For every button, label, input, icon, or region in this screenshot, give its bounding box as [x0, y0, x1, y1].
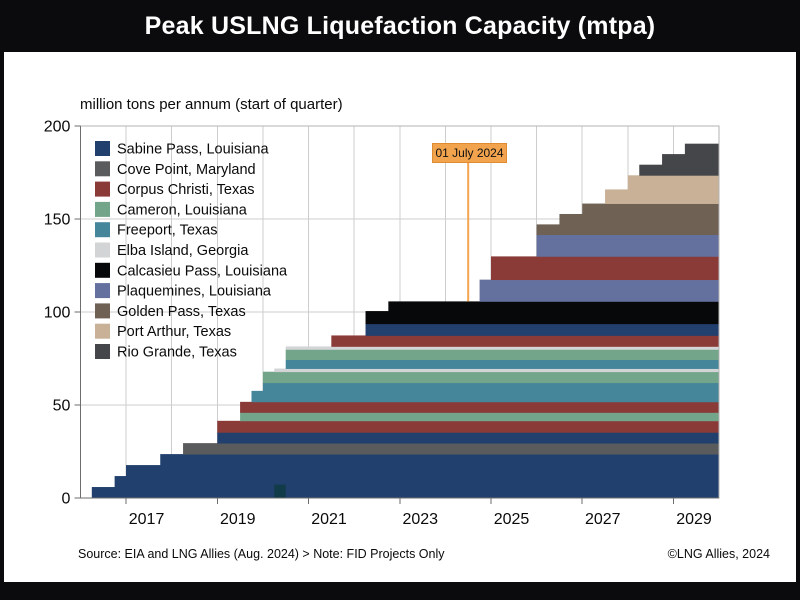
- x-tick-label: 2021: [311, 511, 347, 528]
- legend-swatch-golden-pass-texas: [95, 303, 110, 319]
- x-tick-label: 2025: [494, 511, 530, 528]
- capacity-band-sabine-pass-louisiana-train-4: [160, 454, 720, 466]
- legend-swatch-sabine-pass-louisiana: [95, 141, 110, 156]
- capacity-band-golden-pass-texas-train-2: [559, 213, 720, 225]
- capacity-band-plaquemines-louisiana-phase-2: [536, 234, 720, 257]
- y-tick-label: 0: [61, 491, 70, 508]
- capacity-band-sabine-pass-louisiana-train-2: [114, 476, 720, 488]
- page-title: Peak USLNG Liquefaction Capacity (mtpa): [144, 11, 656, 40]
- legend-label-cameron-louisiana: Cameron, Louisiana: [117, 202, 248, 218]
- x-tick-label: 2023: [402, 511, 438, 528]
- legend-swatch-port-arthur-texas: [95, 323, 110, 339]
- legend-swatch-cameron-louisiana: [95, 201, 110, 217]
- capacity-band-freeport-texas-train-3: [285, 359, 720, 369]
- legend-swatch-calcasieu-pass-louisiana: [95, 262, 110, 278]
- legend-swatch-cove-point-maryland: [95, 161, 110, 177]
- capacity-band-sabine-pass-louisiana-train-1: [91, 487, 720, 499]
- capacity-band-port-arthur-texas-train-1: [605, 189, 720, 204]
- capacity-band-sabine-pass-louisiana-train-3: [126, 465, 720, 477]
- legend-swatch-elba-island-georgia: [95, 242, 110, 258]
- legend-label-plaquemines-louisiana: Plaquemines, Louisiana: [117, 284, 272, 300]
- capacity-band-freeport-texas-train-1: [251, 390, 720, 403]
- capacity-band-sabine-pass-louisiana-train-6: [365, 323, 720, 336]
- source-note: Source: EIA and LNG Allies (Aug. 2024) >…: [78, 547, 445, 561]
- capacity-band-golden-pass-texas-train-1: [536, 224, 720, 236]
- annotation-date-flag: 01 July 2024: [432, 143, 507, 163]
- y-tick-label: 100: [44, 305, 71, 322]
- legend-label-port-arthur-texas: Port Arthur, Texas: [117, 324, 231, 340]
- capacity-band-sabine-pass-louisiana-train-5: [217, 432, 720, 444]
- y-tick-label: 200: [44, 119, 71, 136]
- legend-label-calcasieu-pass-louisiana: Calcasieu Pass, Louisiana: [117, 263, 288, 279]
- legend-swatch-plaquemines-louisiana: [95, 283, 110, 299]
- legend-swatch-corpus-christi-texas: [95, 181, 110, 197]
- capacity-band-calcasieu-pass-louisiana-phase-2: [388, 301, 720, 312]
- y-axis-units-label: million tons per annum (start of quarter…: [80, 96, 343, 113]
- capacity-band-corpus-christi-texas-train-3: [331, 335, 720, 347]
- capacity-band-golden-pass-texas-train-3: [582, 203, 720, 215]
- capacity-band-elba-island-georgia-phase-1: [274, 368, 720, 373]
- capacity-band-port-arthur-texas-train-2: [627, 175, 720, 190]
- capacity-band-plaquemines-louisiana-phase-1: [479, 279, 720, 302]
- legend-swatch-freeport-texas: [95, 222, 110, 238]
- capacity-band-elba-island-georgia-phase-2: [285, 346, 720, 350]
- legend-label-corpus-christi-texas: Corpus Christi, Texas: [117, 182, 255, 198]
- copyright-note: ©LNG Allies, 2024: [667, 547, 770, 561]
- x-tick-label: 2029: [676, 511, 712, 528]
- capacity-band-corpus-christi-texas-train-1: [217, 420, 720, 433]
- legend-label-freeport-texas: Freeport, Texas: [117, 223, 217, 239]
- x-tick-label: 2017: [129, 511, 165, 528]
- capacity-band-calcasieu-pass-louisiana-phase-1: [365, 311, 720, 325]
- capacity-band-rio-grande-texas-train-3: [684, 143, 720, 155]
- capacity-band-corpus-christi-texas-stage-3: [490, 256, 720, 281]
- legend-label-rio-grande-texas: Rio Grande, Texas: [117, 345, 237, 361]
- baseline-dark-marker: [274, 484, 286, 498]
- x-tick-label: 2019: [220, 511, 256, 528]
- legend-label-sabine-pass-louisiana: Sabine Pass, Louisiana: [117, 142, 269, 158]
- capacity-band-cameron-louisiana-train-2: [262, 371, 720, 384]
- capacity-band-cameron-louisiana-train-1: [240, 412, 720, 422]
- legend-label-golden-pass-texas: Golden Pass, Texas: [117, 304, 246, 320]
- capacity-band-freeport-texas-train-2: [262, 382, 720, 392]
- capacity-band-rio-grande-texas-train-2: [662, 154, 720, 166]
- legend-swatch-rio-grande-texas: [95, 344, 110, 359]
- y-tick-label: 50: [53, 398, 71, 415]
- capacity-band-corpus-christi-texas-train-2: [240, 401, 720, 413]
- x-tick-label: 2027: [585, 511, 621, 528]
- capacity-band-cameron-louisiana-train-3: [285, 349, 720, 361]
- legend-label-elba-island-georgia: Elba Island, Georgia: [117, 243, 249, 259]
- legend-label-cove-point-maryland: Cove Point, Maryland: [117, 162, 256, 178]
- y-tick-label: 150: [44, 212, 71, 229]
- legend: Sabine Pass, Louisiana Cove Point, Maryla…: [95, 141, 288, 361]
- capacity-band-cove-point-maryland-plant: [183, 443, 720, 455]
- capacity-band-rio-grande-texas-train-1: [639, 164, 720, 176]
